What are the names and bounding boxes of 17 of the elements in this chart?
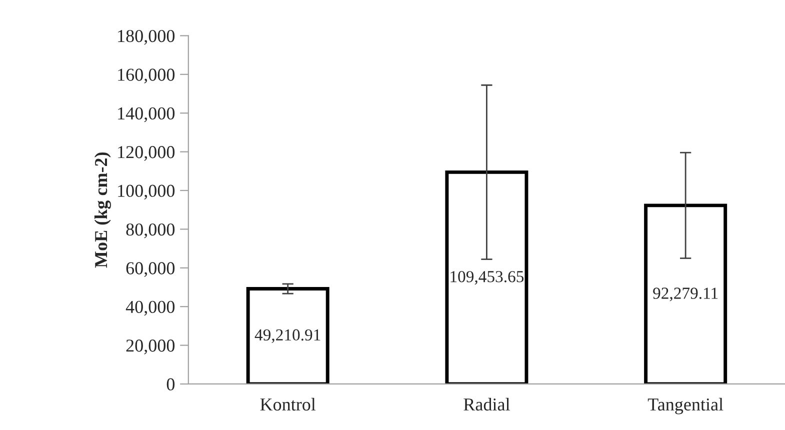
data-label: 109,453.65	[450, 271, 524, 285]
y-tick-label: 0	[166, 378, 175, 390]
y-tick-label: 80,000	[126, 223, 175, 238]
y-tick-label: 20,000	[126, 340, 175, 354]
x-tick-label: Kontrol	[260, 398, 316, 411]
x-tick-label: Radial	[464, 398, 510, 411]
y-tick-label: 120,000	[118, 146, 175, 161]
x-tick-label: Tangential	[648, 398, 724, 414]
y-axis-title: MoE (kg cm-2)	[94, 152, 111, 268]
data-label: 92,279.11	[653, 288, 718, 302]
y-tick-label: 60,000	[126, 262, 175, 277]
y-tick-label: 40,000	[126, 300, 175, 316]
y-tick-label: 100,000	[118, 184, 175, 200]
y-tick-label: 160,000	[118, 68, 175, 84]
data-label: 49,210.91	[254, 329, 320, 343]
y-tick-label: 140,000	[118, 107, 175, 122]
y-tick-label: 180,000	[118, 30, 175, 45]
